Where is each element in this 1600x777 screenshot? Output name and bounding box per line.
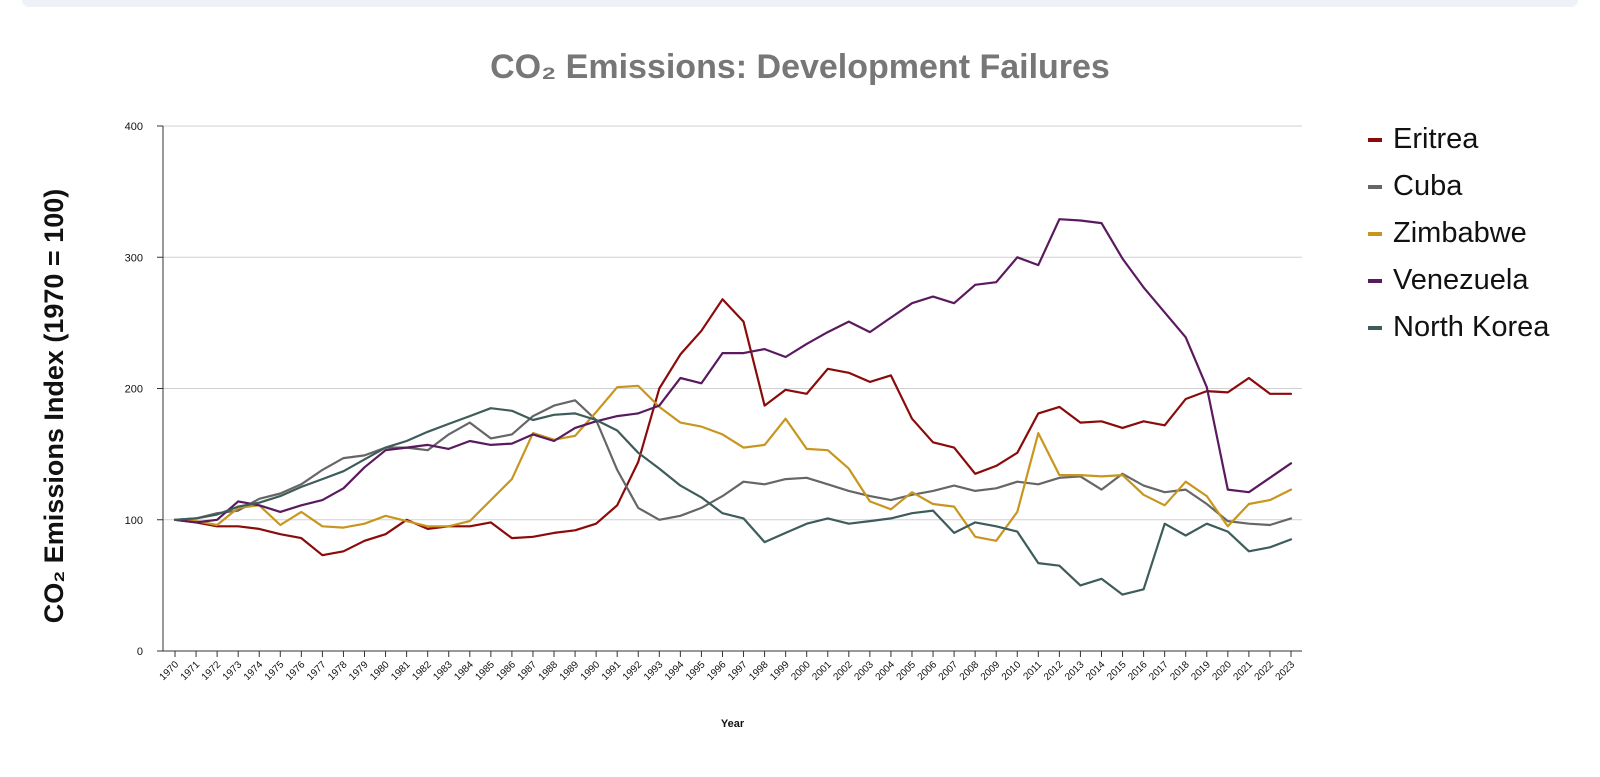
legend-swatch-zimbabwe	[1368, 231, 1382, 236]
x-tick-label-1985: 1985	[473, 659, 497, 683]
x-tick-label-1988: 1988	[537, 659, 561, 683]
x-tick-label-1983: 1983	[431, 659, 455, 683]
x-tick-label-1995: 1995	[684, 659, 708, 683]
x-tick-label-1973: 1973	[221, 659, 245, 683]
x-axis-title: Year	[721, 718, 745, 730]
legend-item-cuba: Cuba	[1368, 163, 1549, 210]
x-tick-label-1990: 1990	[579, 659, 603, 683]
legend-item-zimbabwe: Zimbabwe	[1368, 210, 1549, 257]
legend-swatch-venezuela	[1368, 278, 1382, 283]
x-tick-label-1982: 1982	[410, 659, 434, 683]
x-tick-label-2010: 2010	[1000, 659, 1024, 683]
legend-item-eritrea: Eritrea	[1368, 116, 1549, 163]
legend-swatch-eritrea	[1368, 137, 1382, 142]
series-line-cuba	[173, 399, 1293, 527]
series-line-eritrea	[173, 298, 1293, 557]
x-tick-label-1979: 1979	[347, 659, 371, 683]
y-tick-label-0: 0	[137, 646, 143, 658]
x-tick-label-2021: 2021	[1231, 659, 1255, 683]
x-tick-label-1977: 1977	[305, 659, 329, 683]
legend: Eritrea Cuba Zimbabwe Venezuela North Korea	[1368, 116, 1549, 351]
y-axis-title: CO₂ Emissions Index (1970 = 100)	[39, 189, 69, 623]
x-tick-label-1984: 1984	[452, 659, 476, 683]
x-tick-label-2012: 2012	[1042, 659, 1066, 683]
legend-swatch-cuba	[1368, 184, 1382, 189]
x-tick-label-2023: 2023	[1274, 659, 1298, 683]
legend-label-venezuela: Venezuela	[1393, 264, 1529, 296]
x-tick-label-2006: 2006	[916, 659, 940, 683]
series-line-north-korea	[173, 407, 1293, 596]
x-tick-label-2008: 2008	[958, 659, 982, 683]
x-tick-label-1998: 1998	[747, 659, 771, 683]
x-tick-label-2020: 2020	[1210, 659, 1234, 683]
x-tick-label-1994: 1994	[663, 659, 687, 683]
legend-label-north-korea: North Korea	[1393, 311, 1550, 343]
x-tick-label-2009: 2009	[979, 659, 1003, 683]
x-tick-label-1974: 1974	[242, 659, 266, 683]
x-tick-label-1989: 1989	[558, 659, 582, 683]
x-tick-label-2005: 2005	[895, 659, 919, 683]
x-tick-label-2004: 2004	[874, 659, 898, 683]
legend-label-cuba: Cuba	[1393, 170, 1463, 202]
legend-item-venezuela: Venezuela	[1368, 257, 1549, 304]
x-tick-label-1981: 1981	[389, 659, 413, 683]
x-tick-label-1970: 1970	[158, 659, 182, 683]
x-tick-label-1980: 1980	[368, 659, 392, 683]
x-tick-label-2015: 2015	[1105, 659, 1129, 683]
x-tick-label-1975: 1975	[263, 659, 287, 683]
y-tick-label-400: 400	[125, 121, 143, 133]
x-tick-label-2000: 2000	[789, 659, 813, 683]
legend-swatch-north-korea	[1368, 325, 1382, 330]
x-tick-label-1992: 1992	[621, 659, 645, 683]
y-tick-label-300: 300	[125, 252, 143, 264]
x-tick-label-1986: 1986	[495, 659, 519, 683]
x-tick-label-2017: 2017	[1147, 659, 1171, 683]
legend-label-zimbabwe: Zimbabwe	[1393, 217, 1527, 249]
x-tick-label-2013: 2013	[1063, 659, 1087, 683]
series-line-venezuela	[173, 218, 1293, 524]
x-tick-label-1993: 1993	[642, 659, 666, 683]
x-tick-label-2007: 2007	[937, 659, 961, 683]
x-tick-label-1971: 1971	[179, 659, 203, 683]
x-tick-label-1996: 1996	[705, 659, 729, 683]
y-tick-label-200: 200	[125, 384, 143, 396]
top-strip	[22, 0, 1578, 7]
legend-item-north-korea: North Korea	[1368, 304, 1549, 351]
x-tick-label-1997: 1997	[726, 659, 750, 683]
chart-title: CO₂ Emissions: Development Failures	[490, 48, 1110, 86]
x-tick-label-2018: 2018	[1168, 659, 1192, 683]
x-tick-label-1987: 1987	[516, 659, 540, 683]
y-tick-label-100: 100	[125, 515, 143, 527]
x-tick-label-2014: 2014	[1084, 659, 1108, 683]
x-tick-label-2001: 2001	[810, 659, 834, 683]
x-tick-label-2003: 2003	[852, 659, 876, 683]
x-tick-label-2019: 2019	[1189, 659, 1213, 683]
x-tick-label-1991: 1991	[600, 659, 624, 683]
x-tick-label-2011: 2011	[1021, 659, 1044, 682]
x-tick-label-2002: 2002	[831, 659, 855, 683]
x-tick-label-2016: 2016	[1126, 659, 1150, 683]
x-tick-label-1978: 1978	[326, 659, 350, 683]
x-tick-label-1999: 1999	[768, 659, 792, 683]
x-tick-label-1976: 1976	[284, 659, 308, 683]
x-tick-label-1972: 1972	[200, 659, 224, 683]
legend-label-eritrea: Eritrea	[1393, 123, 1479, 155]
series-line-zimbabwe	[173, 384, 1293, 542]
x-tick-label-2022: 2022	[1253, 659, 1277, 683]
